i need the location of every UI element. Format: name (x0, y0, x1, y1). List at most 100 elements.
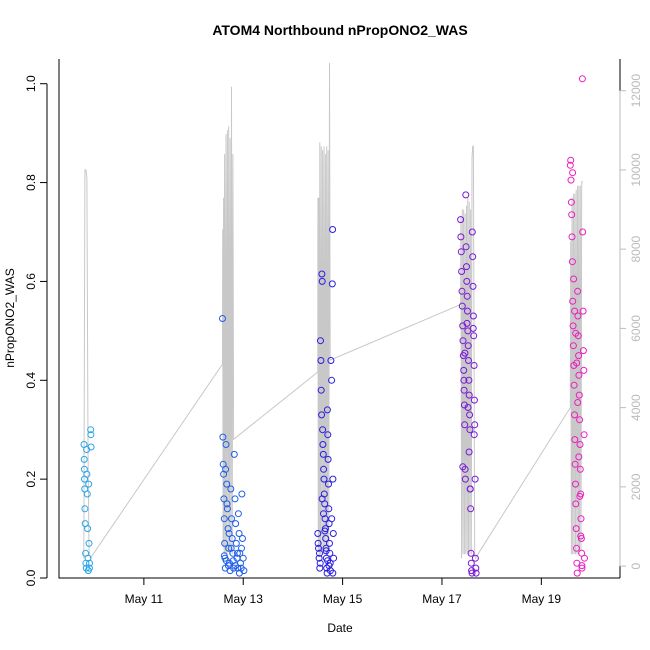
data-point (463, 292, 471, 300)
data-point (469, 324, 477, 332)
data-point (569, 322, 577, 330)
data-point (84, 525, 92, 533)
y-tick-label: 0.8 (24, 174, 38, 191)
y2-tick-label: 10000 (629, 153, 643, 187)
data-point (578, 75, 586, 83)
data-point (225, 544, 233, 552)
data-point (329, 530, 337, 537)
data-point (322, 547, 330, 555)
data-point (579, 347, 587, 355)
data-point (460, 366, 468, 374)
data-point (319, 441, 327, 448)
data-point (83, 470, 91, 478)
data-point (574, 287, 582, 295)
data-point (85, 564, 93, 572)
data-point (571, 411, 578, 419)
y2-tick-label: 0 (629, 562, 643, 569)
data-point (320, 475, 328, 483)
data-point (461, 349, 469, 357)
data-point (462, 243, 470, 251)
y2-tick-label: 12000 (629, 74, 643, 108)
data-point (81, 505, 89, 513)
data-point (465, 391, 473, 399)
data-point (221, 539, 229, 547)
data-point (457, 216, 465, 224)
data-point (470, 396, 478, 404)
data-point (318, 411, 326, 419)
data-point (578, 564, 586, 572)
data-point (321, 515, 329, 523)
data-point (238, 490, 246, 498)
data-point (318, 277, 326, 285)
y-tick-label: 0.2 (24, 470, 38, 487)
data-point (459, 337, 467, 345)
data-point (323, 406, 331, 414)
x-tick-label: May 15 (323, 592, 363, 606)
data-point (233, 549, 241, 557)
data-point (320, 510, 327, 518)
data-point (219, 433, 227, 441)
data-point (460, 376, 468, 384)
data-point (227, 485, 235, 493)
data-point (329, 226, 337, 233)
data-point (574, 399, 582, 406)
data-point (571, 307, 579, 315)
data-point (567, 198, 575, 206)
data-point (570, 381, 578, 389)
data-point (85, 539, 93, 547)
data-point (230, 450, 238, 458)
data-point (466, 485, 474, 493)
data-point (318, 495, 326, 503)
data-point (329, 475, 337, 483)
data-point (470, 332, 478, 340)
data-point (219, 315, 226, 322)
data-point (466, 411, 474, 419)
data-point (322, 544, 330, 552)
data-point (328, 376, 336, 384)
data-point (316, 549, 323, 557)
data-point (231, 562, 239, 570)
data-point (568, 258, 576, 266)
data-point (224, 525, 232, 533)
data-point (232, 539, 240, 547)
data-point (472, 564, 480, 572)
data-point (463, 277, 471, 285)
data-point (579, 228, 587, 236)
y2-tick-label: 4000 (629, 394, 643, 421)
data-point (317, 357, 325, 364)
data-point (458, 268, 466, 275)
data-point (222, 441, 230, 448)
data-point (469, 312, 477, 320)
data-point (231, 495, 239, 503)
series-line-right-axis (83, 62, 584, 560)
data-point (317, 337, 324, 345)
y2-tick-label: 6000 (629, 315, 643, 342)
data-point (239, 554, 247, 562)
y-tick-label: 0.0 (24, 569, 38, 586)
data-point (573, 359, 581, 367)
data-point (87, 426, 95, 434)
data-point (314, 539, 322, 547)
data-point (572, 525, 580, 533)
data-point (570, 275, 578, 283)
data-point (581, 554, 588, 562)
data-point (225, 530, 233, 537)
data-point (572, 480, 579, 488)
data-point (471, 475, 479, 483)
data-point (566, 161, 574, 169)
data-point (576, 465, 584, 473)
x-tick-label: May 13 (224, 592, 264, 606)
data-point (470, 431, 478, 439)
data-point (571, 460, 579, 468)
data-point (325, 562, 333, 570)
y-axis-label: nPropONO2_WAS (3, 268, 17, 368)
data-point (228, 515, 235, 523)
data-point (461, 475, 469, 483)
data-point (238, 544, 245, 552)
data-point (471, 421, 479, 429)
data-point (458, 302, 466, 310)
data-point (223, 480, 231, 488)
data-point (469, 253, 477, 261)
data-point (568, 233, 576, 241)
